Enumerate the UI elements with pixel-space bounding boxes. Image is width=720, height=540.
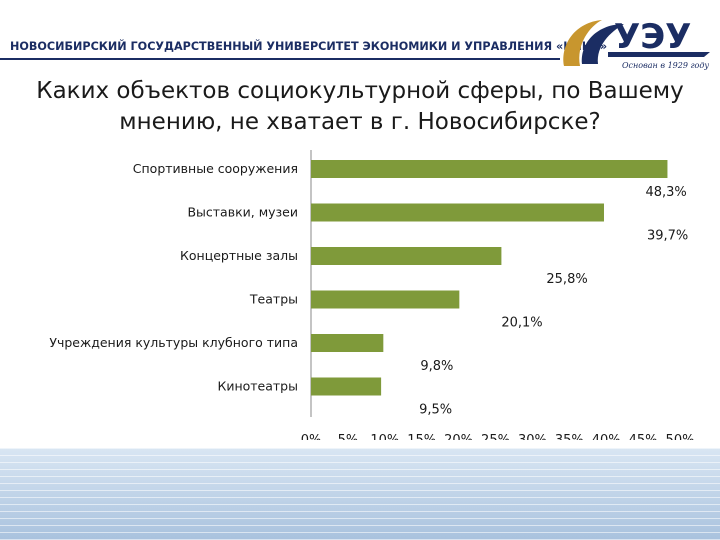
bar-6: [311, 377, 382, 396]
category-label-2: Выставки, музеи: [187, 205, 298, 220]
category-label-6: Кинотеатры: [217, 379, 298, 394]
x-tick-label-5: 20%: [444, 433, 473, 440]
bar-1: [311, 160, 668, 178]
x-tick-label-3: 10%: [370, 433, 399, 440]
data-label-4: 20,1%: [501, 316, 542, 331]
category-label-4: Театры: [249, 292, 298, 307]
university-logo: УЭУ: [563, 17, 710, 66]
category-label-5: Учреждения культуры клубного типа: [49, 335, 298, 350]
bar-4: [311, 290, 460, 309]
bar-2: [311, 203, 604, 222]
header-divider: [0, 58, 560, 60]
footer-stripes: [0, 448, 720, 540]
x-tick-label-6: 25%: [481, 433, 510, 440]
x-tick-label-4: 15%: [407, 433, 436, 440]
x-tick-label-10: 45%: [629, 433, 658, 440]
x-tick-label-8: 35%: [555, 433, 584, 440]
category-label-3: Концертные залы: [180, 248, 298, 263]
data-label-5: 9,8%: [420, 359, 453, 374]
svg-text:УЭУ: УЭУ: [614, 17, 691, 57]
bar-chart: Спортивные сооружения 48,3% Выставки, музе…: [49, 150, 695, 440]
data-label-2: 39,7%: [647, 229, 688, 244]
slide-title: Каких объектов социокультурной сферы, по…: [36, 78, 684, 135]
data-label-6: 9,5%: [419, 403, 452, 418]
university-motto: Основан в 1929 году: [622, 61, 710, 70]
data-label-1: 48,3%: [645, 185, 686, 200]
bar-5: [311, 334, 384, 352]
slide-footer: [0, 448, 720, 540]
university-name: НОВОСИБИРСКИЙ ГОСУДАРСТВЕННЫЙ УНИВЕРСИТЕ…: [10, 40, 608, 53]
slide-header: НОВОСИБИРСКИЙ ГОСУДАРСТВЕННЫЙ УНИВЕРСИТЕ…: [0, 0, 720, 72]
x-tick-label-2: 5%: [338, 433, 359, 440]
x-tick-label-9: 40%: [592, 433, 621, 440]
x-tick-label-11: 50%: [666, 433, 695, 440]
data-label-3: 25,8%: [546, 272, 587, 287]
x-tick-label-7: 30%: [518, 433, 547, 440]
bar-3: [311, 247, 502, 265]
x-tick-label-1: 0%: [301, 433, 322, 440]
category-label-1: Спортивные сооружения: [133, 161, 298, 176]
